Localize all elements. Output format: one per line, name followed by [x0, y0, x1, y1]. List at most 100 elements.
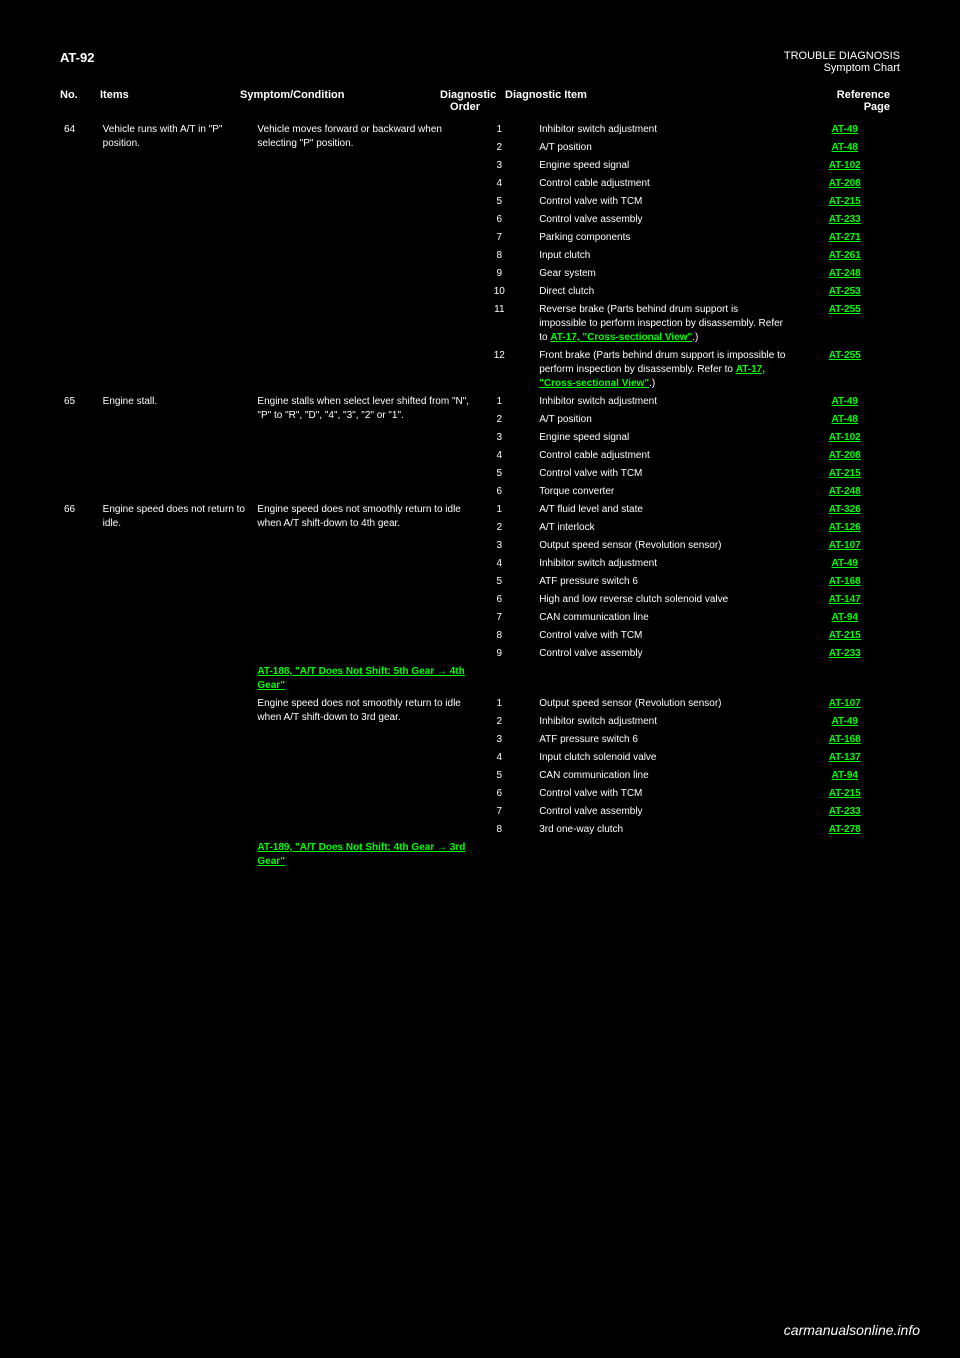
- ref-cell: AT-168: [789, 731, 900, 749]
- ref-link[interactable]: AT-107: [829, 698, 861, 709]
- row-symptom: [253, 301, 474, 393]
- ref-link[interactable]: AT-147: [829, 594, 861, 605]
- ref-cell: AT-261: [789, 247, 900, 265]
- ref-cell: AT-102: [789, 157, 900, 175]
- col-items: Items: [100, 89, 240, 113]
- ref-link[interactable]: AT-215: [829, 468, 861, 479]
- ref-link[interactable]: AT-253: [829, 286, 861, 297]
- link-at189[interactable]: AT-189, "A/T Does Not Shift: 4th Gear → …: [257, 842, 465, 867]
- ref-link[interactable]: AT-271: [829, 232, 861, 243]
- ref-cell: AT-271: [789, 229, 900, 247]
- ref-link[interactable]: AT-168: [829, 576, 861, 587]
- ref-link[interactable]: AT-233: [829, 806, 861, 817]
- diag-order: 5: [474, 573, 524, 591]
- diag-item: ATF pressure switch 6: [524, 573, 789, 591]
- ref-link[interactable]: AT-208: [829, 450, 861, 461]
- ref-link[interactable]: AT-233: [829, 648, 861, 659]
- ref-cell: AT-126: [789, 519, 900, 537]
- ref-link[interactable]: AT-168: [829, 734, 861, 745]
- diag-order: 1: [474, 121, 524, 139]
- ref-link[interactable]: AT-215: [829, 630, 861, 641]
- ref-cell: AT-49: [789, 713, 900, 731]
- diag-order: 5: [474, 767, 524, 785]
- ref-link[interactable]: AT-107: [829, 540, 861, 551]
- ref-link[interactable]: AT-102: [829, 160, 861, 171]
- diag-order: 4: [474, 175, 524, 193]
- ref-link[interactable]: AT-326: [829, 504, 861, 515]
- diag-item: A/T interlock: [524, 519, 789, 537]
- ref-link[interactable]: AT-49: [831, 558, 858, 569]
- table-row: 11 Reverse brake (Parts behind drum supp…: [60, 301, 900, 347]
- ref-cell: AT-248: [789, 483, 900, 501]
- row-item: [99, 839, 254, 871]
- col-diag-order: Diagnostic Order: [440, 89, 490, 113]
- diag-item: Parking components: [524, 229, 789, 247]
- row-item: [99, 663, 254, 695]
- ref-link[interactable]: AT-126: [829, 522, 861, 533]
- ref-link[interactable]: AT-248: [829, 268, 861, 279]
- ref-link[interactable]: AT-255: [829, 304, 861, 315]
- diag-item: Inhibitor switch adjustment: [524, 121, 789, 139]
- diag-order: 9: [474, 645, 524, 663]
- ref-link[interactable]: AT-215: [829, 196, 861, 207]
- ref-link[interactable]: AT-248: [829, 486, 861, 497]
- diag-item: Control valve with TCM: [524, 193, 789, 211]
- ref-cell: AT-208: [789, 447, 900, 465]
- ref-link[interactable]: AT-102: [829, 432, 861, 443]
- ref-cell: AT-107: [789, 695, 900, 713]
- ref-link[interactable]: AT-278: [829, 824, 861, 835]
- ref-cell: AT-49: [789, 393, 900, 411]
- diag-order: 7: [474, 803, 524, 821]
- ref-cell: AT-168: [789, 573, 900, 591]
- ref-link[interactable]: AT-49: [831, 716, 858, 727]
- link-at17b[interactable]: AT-17, "Cross-sectional View": [539, 364, 765, 389]
- table-row: AT-188, "A/T Does Not Shift: 5th Gear → …: [60, 663, 900, 695]
- table-row: AT-189, "A/T Does Not Shift: 4th Gear → …: [60, 839, 900, 871]
- diag-order: 8: [474, 821, 524, 839]
- ref-cell: AT-49: [789, 555, 900, 573]
- col-no: No.: [60, 89, 100, 113]
- diag-item: Control cable adjustment: [524, 447, 789, 465]
- ref-cell: AT-48: [789, 139, 900, 157]
- ref-link[interactable]: AT-94: [831, 770, 858, 781]
- ref-link[interactable]: AT-208: [829, 178, 861, 189]
- ref-cell: AT-147: [789, 591, 900, 609]
- diag-item: Direct clutch: [524, 283, 789, 301]
- ref-cell: AT-278: [789, 821, 900, 839]
- row-item: [99, 695, 254, 839]
- ref-link[interactable]: AT-255: [829, 350, 861, 361]
- diag-order: 6: [474, 211, 524, 229]
- link-at17a[interactable]: AT-17, "Cross-sectional View": [550, 332, 692, 343]
- table-row: 64 Vehicle runs with A/T in "P" position…: [60, 121, 900, 139]
- link-at188[interactable]: AT-188, "A/T Does Not Shift: 5th Gear → …: [257, 666, 464, 691]
- row-symptom: Vehicle moves forward or backward when s…: [253, 121, 474, 301]
- diag-item: Control valve with TCM: [524, 627, 789, 645]
- diag-item: Inhibitor switch adjustment: [524, 555, 789, 573]
- ref-link[interactable]: AT-49: [831, 396, 858, 407]
- diag-item: Input clutch: [524, 247, 789, 265]
- ref-link[interactable]: AT-215: [829, 788, 861, 799]
- ref-link[interactable]: AT-261: [829, 250, 861, 261]
- diag-item: A/T position: [524, 139, 789, 157]
- ref-link[interactable]: AT-49: [831, 124, 858, 135]
- diag-order: 7: [474, 229, 524, 247]
- ref-cell: AT-49: [789, 121, 900, 139]
- diag-order: 9: [474, 265, 524, 283]
- diag-item: A/T fluid level and state: [524, 501, 789, 519]
- ref-link[interactable]: AT-48: [831, 142, 858, 153]
- ref-link[interactable]: AT-233: [829, 214, 861, 225]
- diag-order: 11: [474, 301, 524, 347]
- diag-item: Control valve with TCM: [524, 465, 789, 483]
- ref-cell: AT-215: [789, 193, 900, 211]
- diag-item: CAN communication line: [524, 609, 789, 627]
- section-title: TROUBLE DIAGNOSIS: [784, 50, 900, 62]
- ref-link[interactable]: AT-48: [831, 414, 858, 425]
- table-row: 65 Engine stall. Engine stalls when sele…: [60, 393, 900, 411]
- ref-cell: AT-233: [789, 645, 900, 663]
- row-no: [60, 839, 99, 871]
- col-ref-page: Reference Page: [720, 89, 900, 113]
- diag-item: Inhibitor switch adjustment: [524, 393, 789, 411]
- ref-cell: AT-208: [789, 175, 900, 193]
- ref-link[interactable]: AT-94: [831, 612, 858, 623]
- ref-link[interactable]: AT-137: [829, 752, 861, 763]
